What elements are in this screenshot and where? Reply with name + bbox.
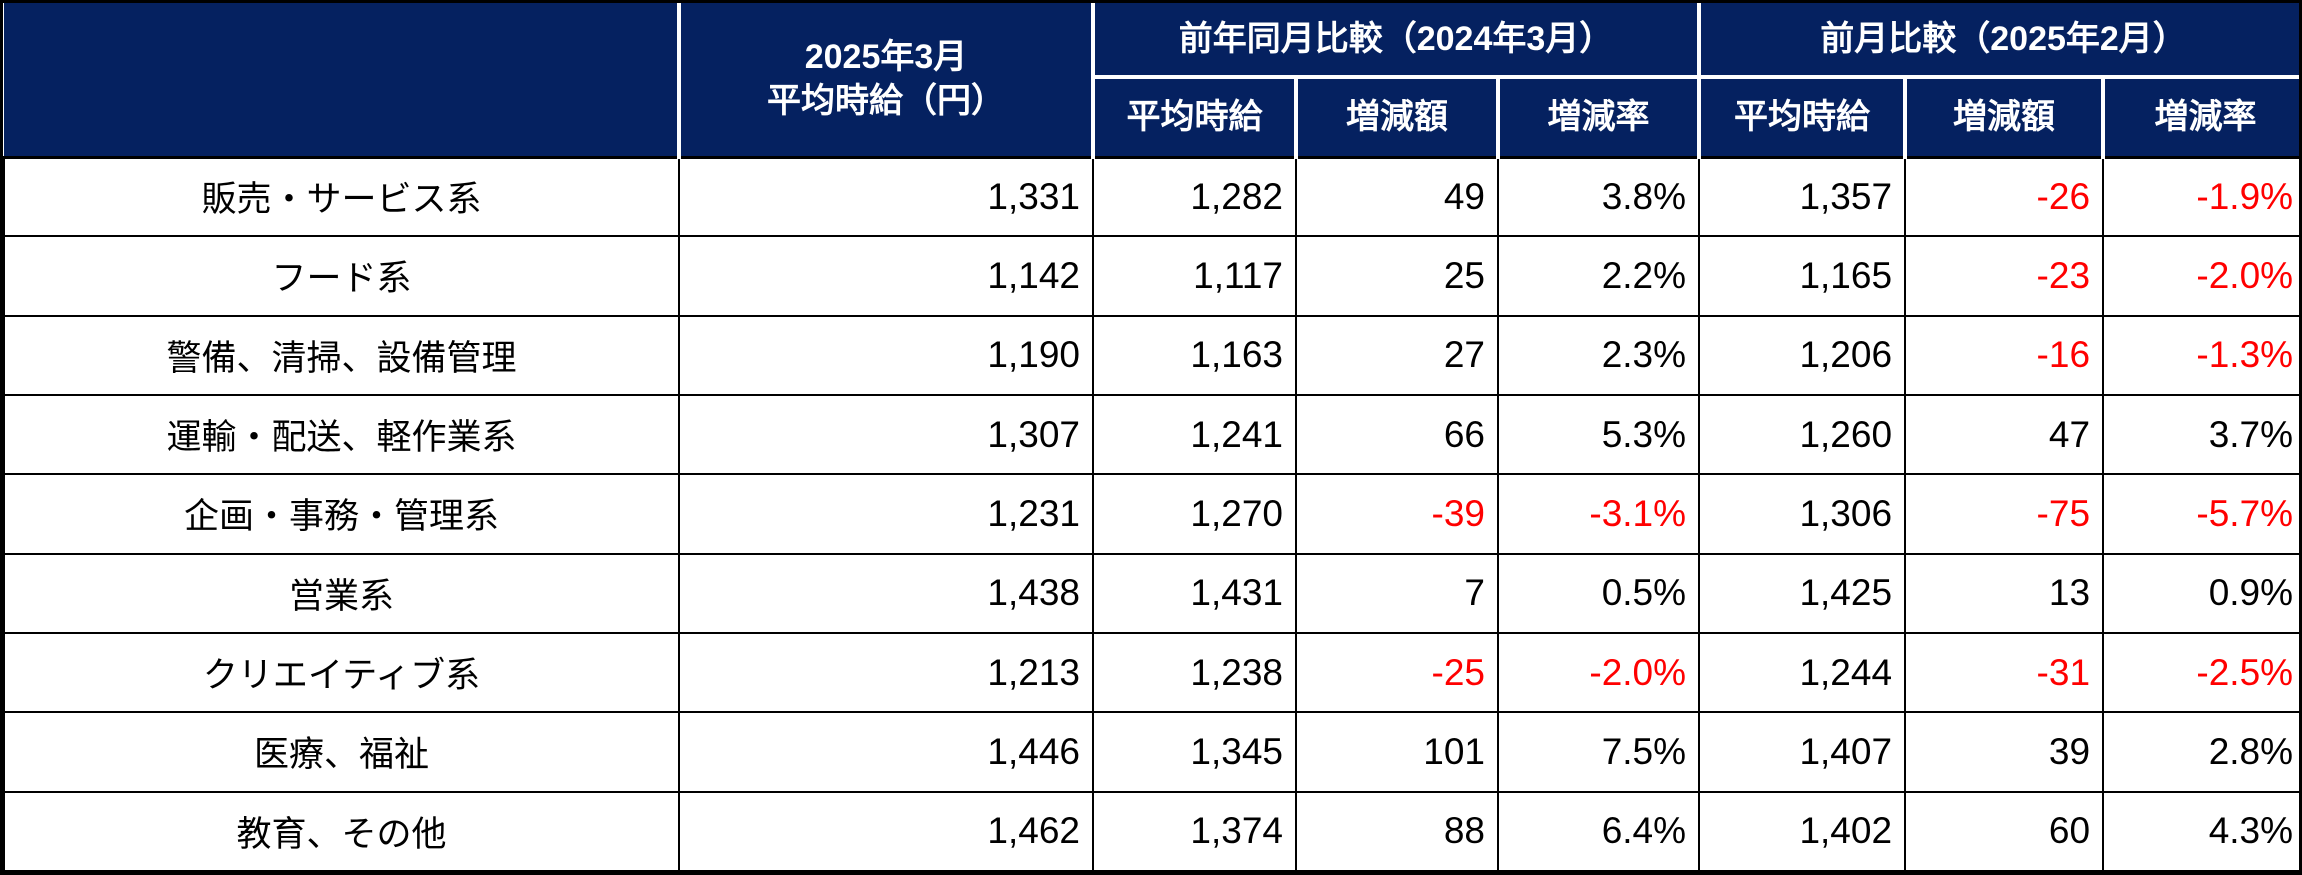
- mom-diff-cell: -31: [1904, 631, 2105, 714]
- yoy-avg-cell: 1,374: [1092, 790, 1297, 872]
- mom-rate-cell: -1.9%: [2102, 155, 2299, 238]
- mom-diff-cell: 39: [1904, 711, 2105, 793]
- table-row: 販売・サービス系 1,331 1,282 49 3.8% 1,357 -26 -1.9%: [3, 155, 2299, 238]
- yoy-rate-cell: 2.2%: [1496, 235, 1701, 317]
- yoy-rate-cell: -3.1%: [1496, 473, 1701, 555]
- category-cell: 運輸・配送、軽作業系: [3, 393, 680, 476]
- table-row: 警備、清掃、設備管理 1,190 1,163 27 2.3% 1,206 -16 -1.3%: [3, 314, 2299, 396]
- yoy-diff-cell: 88: [1295, 790, 1499, 872]
- yoy-diff-cell: 49: [1295, 155, 1499, 238]
- yoy-avg-cell: 1,241: [1092, 393, 1297, 476]
- yoy-avg-cell: 1,163: [1092, 314, 1297, 396]
- category-cell: 警備、清掃、設備管理: [3, 314, 680, 396]
- yoy-diff-cell: -39: [1295, 473, 1499, 555]
- yoy-diff-cell: 25: [1295, 235, 1499, 317]
- mom-diff-cell: -23: [1904, 235, 2105, 317]
- mom-rate-cell: 3.7%: [2102, 393, 2299, 476]
- table-row: 企画・事務・管理系 1,231 1,270 -39 -3.1% 1,306 -75 -5.7%: [3, 473, 2299, 555]
- category-cell: クリエイティブ系: [3, 631, 680, 714]
- yoy-diff-cell: 7: [1295, 552, 1499, 634]
- table-header: 2025年3月 平均時給（円） 前年同月比較（2024年3月） 前月比較（202…: [4, 3, 2299, 159]
- mom-diff-cell: 47: [1904, 393, 2105, 476]
- yoy-avg-cell: 1,238: [1092, 631, 1297, 714]
- yoy-diff-cell: 27: [1295, 314, 1499, 396]
- mom-rate-cell: -1.3%: [2102, 314, 2299, 396]
- table-body: 販売・サービス系 1,331 1,282 49 3.8% 1,357 -26 -1.9% フード…: [3, 155, 2299, 872]
- yoy-diff-cell: -25: [1295, 631, 1499, 714]
- category-cell: 教育、その他: [3, 790, 680, 872]
- category-cell: 営業系: [3, 552, 680, 634]
- mom-rate-cell: 0.9%: [2102, 552, 2299, 634]
- header-yoy-diff-rate: 増減率: [1495, 75, 1702, 159]
- yoy-rate-cell: 5.3%: [1496, 393, 1701, 476]
- table-row: 営業系 1,438 1,431 7 0.5% 1,425 13 0.9%: [3, 552, 2299, 634]
- mom-avg-cell: 1,402: [1698, 790, 1907, 872]
- category-cell: 企画・事務・管理系: [3, 473, 680, 555]
- header-month-line1: 2025年3月: [804, 38, 968, 77]
- avg-wage-cell: 1,307: [678, 393, 1094, 476]
- category-cell: 販売・サービス系: [3, 155, 680, 238]
- header-yoy-diff-amount: 増減額: [1294, 75, 1500, 159]
- wage-table: 2025年3月 平均時給（円） 前年同月比較（2024年3月） 前月比較（202…: [3, 3, 2299, 872]
- avg-wage-cell: 1,213: [678, 631, 1094, 714]
- mom-avg-cell: 1,425: [1698, 552, 1907, 634]
- yoy-rate-cell: -2.0%: [1496, 631, 1701, 714]
- mom-diff-cell: 60: [1904, 790, 2105, 872]
- mom-diff-cell: -16: [1904, 314, 2105, 396]
- mom-avg-cell: 1,357: [1698, 155, 1907, 238]
- yoy-rate-cell: 7.5%: [1496, 711, 1701, 793]
- header-yoy-avg-wage: 平均時給: [1091, 75, 1298, 159]
- header-mom-diff-rate: 増減率: [2101, 75, 2299, 159]
- avg-wage-cell: 1,231: [678, 473, 1094, 555]
- yoy-avg-cell: 1,431: [1092, 552, 1297, 634]
- mom-diff-cell: -26: [1904, 155, 2105, 238]
- yoy-avg-cell: 1,345: [1092, 711, 1297, 793]
- yoy-avg-cell: 1,117: [1092, 235, 1297, 317]
- mom-avg-cell: 1,165: [1698, 235, 1907, 317]
- yoy-rate-cell: 3.8%: [1496, 155, 1701, 238]
- header-month-avg-wage: 2025年3月 平均時給（円）: [677, 3, 1095, 159]
- yoy-rate-cell: 2.3%: [1496, 314, 1701, 396]
- yoy-avg-cell: 1,282: [1092, 155, 1297, 238]
- avg-wage-cell: 1,190: [678, 314, 1094, 396]
- header-corner-cell: [4, 3, 681, 159]
- mom-rate-cell: -2.0%: [2102, 235, 2299, 317]
- header-group-mom: 前月比較（2025年2月）: [1697, 3, 2299, 79]
- header-row-groups: 2025年3月 平均時給（円） 前年同月比較（2024年3月） 前月比較（202…: [4, 3, 2299, 159]
- header-group-yoy: 前年同月比較（2024年3月）: [1090, 3, 1702, 79]
- mom-diff-cell: 13: [1904, 552, 2105, 634]
- header-mom-diff-amount: 増減額: [1903, 75, 2106, 159]
- mom-avg-cell: 1,206: [1698, 314, 1907, 396]
- header-month-line2: 平均時給（円）: [767, 82, 1005, 121]
- mom-rate-cell: -2.5%: [2102, 631, 2299, 714]
- yoy-diff-cell: 66: [1295, 393, 1499, 476]
- category-cell: 医療、福祉: [3, 711, 680, 793]
- mom-avg-cell: 1,260: [1698, 393, 1907, 476]
- avg-wage-cell: 1,438: [678, 552, 1094, 634]
- mom-rate-cell: 4.3%: [2102, 790, 2299, 872]
- mom-avg-cell: 1,306: [1698, 473, 1907, 555]
- table-row: 医療、福祉 1,446 1,345 101 7.5% 1,407 39 2.8%: [3, 711, 2299, 793]
- mom-diff-cell: -75: [1904, 473, 2105, 555]
- header-mom-avg-wage: 平均時給: [1697, 75, 1908, 159]
- header-row-subcolumns: 平均時給 増減額 増減率 平均時給 増減額 増減率: [4, 75, 2299, 159]
- mom-rate-cell: 2.8%: [2102, 711, 2299, 793]
- avg-wage-cell: 1,462: [678, 790, 1094, 872]
- yoy-avg-cell: 1,270: [1092, 473, 1297, 555]
- table-row: 教育、その他 1,462 1,374 88 6.4% 1,402 60 4.3%: [3, 790, 2299, 872]
- category-cell: フード系: [3, 235, 680, 317]
- yoy-rate-cell: 0.5%: [1496, 552, 1701, 634]
- mom-avg-cell: 1,244: [1698, 631, 1907, 714]
- avg-wage-cell: 1,142: [678, 235, 1094, 317]
- yoy-diff-cell: 101: [1295, 711, 1499, 793]
- table-row: フード系 1,142 1,117 25 2.2% 1,165 -23 -2.0%: [3, 235, 2299, 317]
- mom-rate-cell: -5.7%: [2102, 473, 2299, 555]
- avg-wage-cell: 1,331: [678, 155, 1094, 238]
- table-row: 運輸・配送、軽作業系 1,307 1,241 66 5.3% 1,260 47 3.7%: [3, 393, 2299, 476]
- yoy-rate-cell: 6.4%: [1496, 790, 1701, 872]
- table-row: クリエイティブ系 1,213 1,238 -25 -2.0% 1,244 -31 -2.5%: [3, 631, 2299, 714]
- avg-wage-cell: 1,446: [678, 711, 1094, 793]
- mom-avg-cell: 1,407: [1698, 711, 1907, 793]
